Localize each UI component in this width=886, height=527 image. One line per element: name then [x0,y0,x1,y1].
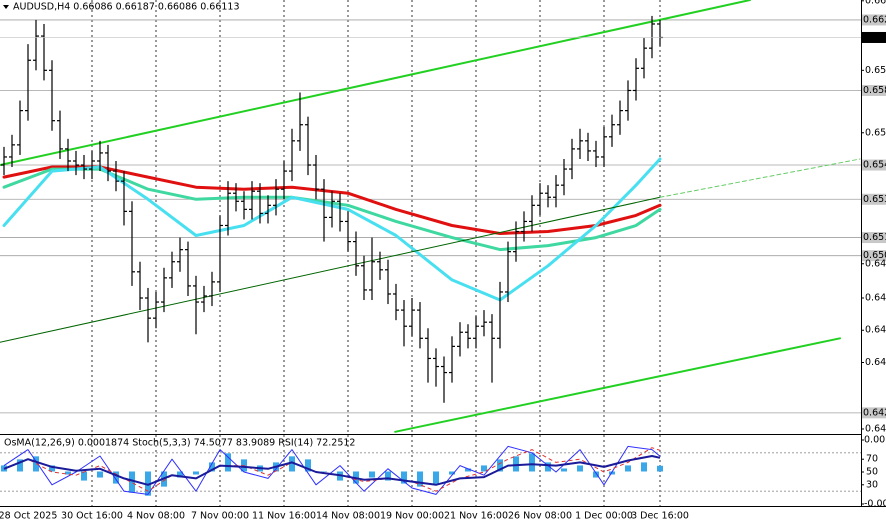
indicator-tick-label: 70 [866,454,878,465]
osma-bar [129,471,135,493]
overlay-line [394,337,841,433]
overlay-line [0,196,661,343]
osma-bar [305,459,311,472]
level-label-box [862,159,886,171]
level-label: 0.64250 [863,407,886,418]
price-label: 0.64170 [865,423,886,434]
indicator-tick-label: 50 [866,467,878,478]
osma-bar [369,471,375,478]
indicator-line [3,455,661,486]
time-label: 14 Nov 08:00 [316,511,380,522]
osma-bar [113,471,119,484]
level-label: 0.65850 [863,85,886,96]
price-label: 0.64660 [865,325,886,336]
osma-bar [17,459,23,472]
osma-bar [65,471,71,475]
time-label: 1 Dec 00:00 [575,511,633,522]
last-price-box [862,31,886,43]
level-label: 0.65120 [863,232,886,243]
osma-bar [145,471,151,496]
plot-layer [0,0,861,506]
osma-bar [385,471,391,481]
level-label: 0.65480 [863,160,886,171]
level-label-box [862,14,886,26]
level-label-box [862,193,886,205]
osma-bar [465,468,471,472]
osma-bar [97,471,103,478]
osma-bar [81,471,87,481]
osma-bar [49,465,55,472]
price-label: 0.66295 [865,0,886,6]
osma-bar [529,453,535,472]
overlay-line [659,158,861,198]
osma-tick-label: 0.001040 [864,435,886,446]
osma-bar [225,453,231,472]
osma-bar [449,471,455,475]
indicator-tick-label: 30 [866,479,878,490]
level-label-box [862,232,886,244]
osma-bar [289,456,295,472]
price-label: 0.64820 [865,293,886,304]
osma-bar [577,465,583,472]
time-label: 26 Nov 08:00 [508,511,572,522]
osma-bar [209,462,215,472]
time-label: 21 Nov 16:00 [444,511,508,522]
last-price-label: 0.66113 [863,32,886,43]
osma-bar [433,471,439,484]
osma-bar [513,456,519,472]
osma-bar [561,468,567,472]
time-label: 7 Nov 00:00 [191,511,249,522]
osma-bar [609,471,615,475]
indicator-title: OsMA(12,26,9) 0.0001874 Stoch(5,3,3) 74.… [4,438,355,449]
osma-bar [657,465,663,472]
osma-bar [321,471,327,472]
price-label: 0.64500 [865,357,886,368]
time-label: 19 Nov 00:00 [380,511,444,522]
chart-title: AUDUSD,H4 0.66086 0.66187 0.66086 0.6611… [13,2,240,13]
level-label-box [862,250,886,262]
osma-bar [641,462,647,472]
osma-bar [401,471,407,484]
time-label: 4 Nov 08:00 [127,511,185,522]
osma-bar [497,459,503,472]
price-label: 0.65640 [865,127,886,138]
price-label: 0.64990 [865,258,886,269]
osma-bar [417,471,423,487]
menu-arrow[interactable] [3,5,9,9]
time-label: 30 Oct 16:00 [61,511,123,522]
osma-bar [545,462,551,472]
osma-tick-label: -0.001074 [864,499,886,510]
level-label-box [862,407,886,419]
osma-bar [177,471,183,478]
osma-bar [481,465,487,472]
price-label: 0.65950 [865,65,886,76]
time-label: 11 Nov 16:00 [252,511,316,522]
time-label: 28 Oct 2025 [0,511,57,522]
level-label: 0.65310 [863,194,886,205]
overlay-line [0,0,751,166]
level-label-box [862,84,886,96]
time-label: 3 Dec 16:00 [631,511,689,522]
level-label: 0.65030 [863,250,886,261]
osma-bar [193,471,199,475]
osma-bar [593,471,599,478]
osma-bar [625,465,631,472]
level-label: 0.66200 [863,14,886,25]
